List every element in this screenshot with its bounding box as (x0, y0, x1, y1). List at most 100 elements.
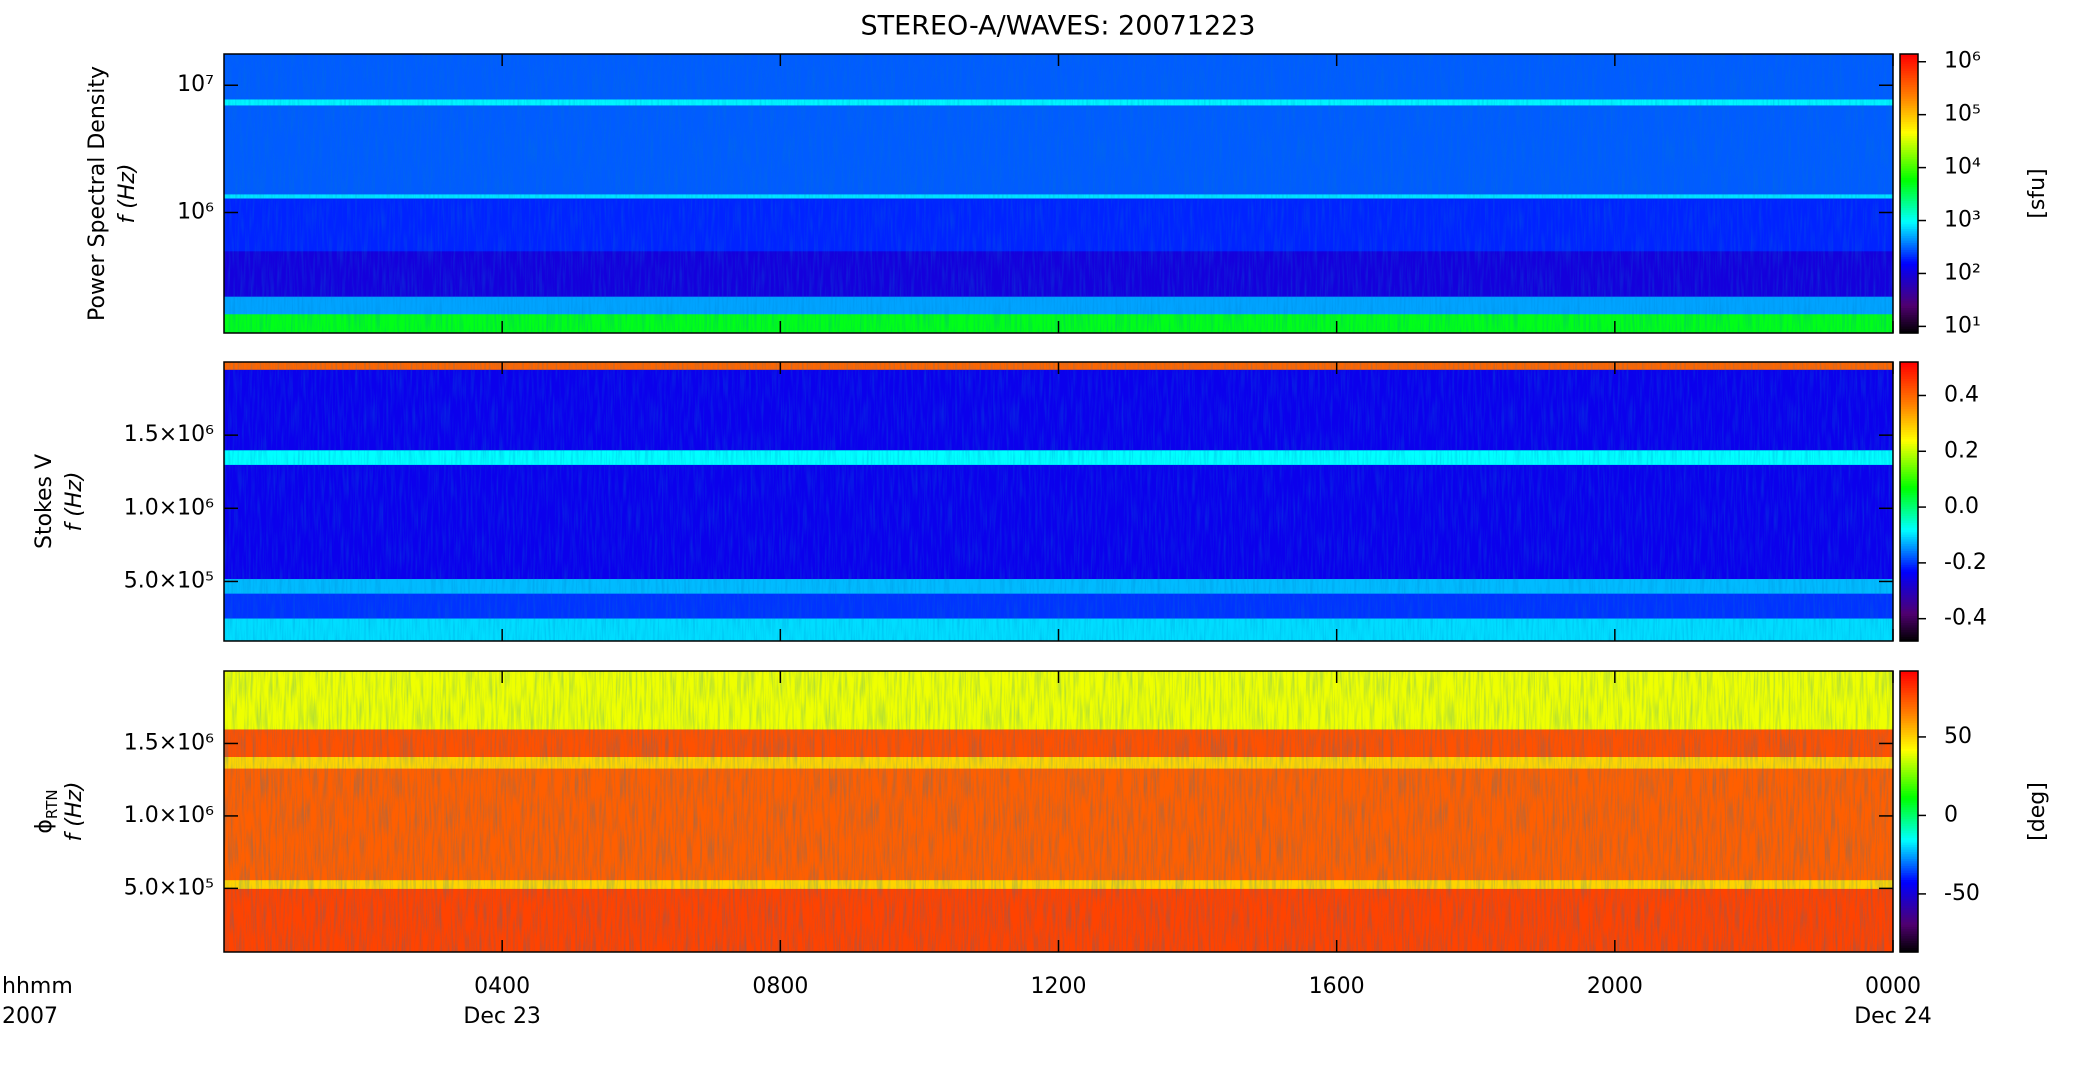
colorbar-cell (1900, 170, 1918, 174)
colorbar-cell (1900, 298, 1918, 302)
colorbar-cell (1900, 617, 1918, 621)
colorbar-cell (1900, 54, 1918, 57)
colorbar-cell (1900, 858, 1918, 862)
colorbar-cell (1900, 221, 1918, 225)
colorbar-cell (1900, 295, 1918, 299)
colorbar-cell (1900, 242, 1918, 246)
colorbar-cell (1900, 503, 1918, 507)
colorbar-cell (1900, 738, 1918, 742)
colorbar-cell (1900, 673, 1918, 677)
x-tick-label: 2000 (1587, 974, 1643, 999)
colorbar-cell (1900, 177, 1918, 181)
colorbar-cell (1900, 380, 1918, 384)
colorbar-cell (1900, 112, 1918, 116)
colorbar-cell (1900, 891, 1918, 895)
colorbar-cell (1900, 209, 1918, 213)
colorbar-cell (1900, 575, 1918, 579)
colorbar-cell (1900, 678, 1918, 681)
colorbar-cell (1900, 748, 1918, 752)
colorbar-cell (1900, 219, 1918, 222)
colorbar-cell (1900, 578, 1918, 582)
colorbar-cell (1900, 568, 1918, 572)
colorbar-cell (1900, 699, 1918, 703)
colorbar-cell (1900, 837, 1918, 841)
y-tick-label: 10⁷ (177, 72, 214, 97)
colorbar-cell (1900, 926, 1918, 930)
colorbar-cell (1900, 373, 1918, 377)
colorbar-cell (1900, 680, 1918, 684)
colorbar-cell (1900, 727, 1918, 731)
colorbar-cell (1900, 629, 1918, 633)
colorbar-cell (1900, 703, 1918, 707)
colorbar-cell (1900, 573, 1918, 577)
colorbar-cell (1900, 319, 1918, 322)
colorbar-cell (1900, 717, 1918, 721)
y-axis-label-unit: f (Hz) (62, 782, 87, 842)
colorbar-cell (1900, 752, 1918, 756)
colorbar-cell (1900, 323, 1918, 327)
colorbar-tick-label: 0.4 (1944, 382, 1979, 407)
colorbar-cell (1900, 452, 1918, 456)
colorbar-cell (1900, 769, 1918, 773)
colorbar-cell (1900, 88, 1918, 92)
x-tick-label: 1600 (1309, 974, 1365, 999)
colorbar-cell (1900, 100, 1918, 104)
colorbar-cell (1900, 788, 1918, 792)
colorbar-cell (1900, 912, 1918, 916)
colorbar-cell (1900, 865, 1918, 869)
colorbar-cell (1900, 448, 1918, 451)
colorbar-cell (1900, 933, 1918, 937)
colorbar-cell (1900, 589, 1918, 593)
colorbar-cell (1900, 783, 1918, 787)
y-tick-label: 5.0×10⁵ (124, 875, 214, 900)
colorbar-cell (1900, 401, 1918, 405)
colorbar-cell (1900, 258, 1918, 262)
colorbar-cell (1900, 557, 1918, 561)
colorbar-cell (1900, 128, 1918, 132)
colorbar-cell (1900, 427, 1918, 431)
y-axis-label: ϕRTN (32, 789, 61, 833)
colorbar-cell (1900, 804, 1918, 808)
colorbar-cell (1900, 212, 1918, 216)
colorbar-cell (1900, 286, 1918, 290)
colorbar-cell (1900, 851, 1918, 855)
colorbar-cell (1900, 436, 1918, 440)
colorbar-cell (1900, 466, 1918, 470)
colorbar-cell (1900, 251, 1918, 255)
colorbar-cell (1900, 207, 1918, 211)
colorbar-cell (1900, 202, 1918, 206)
colorbar-cell (1900, 513, 1918, 517)
colorbar-cell (1900, 228, 1918, 232)
y-axis-label-main: ϕ (32, 819, 57, 834)
colorbar-cell (1900, 587, 1918, 591)
colorbar-cell (1900, 759, 1918, 763)
colorbar-tick-label: 10³ (1944, 208, 1981, 233)
colorbar-cell (1900, 937, 1918, 941)
colorbar-cell (1900, 387, 1918, 391)
colorbar-cell (1900, 895, 1918, 899)
colorbar-cell (1900, 272, 1918, 276)
colorbar-cell (1900, 564, 1918, 568)
colorbar-cell (1900, 438, 1918, 442)
colorbar-cell (1900, 130, 1918, 134)
colorbar-cell (1900, 230, 1918, 234)
colorbar-cell (1900, 389, 1918, 393)
colorbar-frame (1899, 53, 1919, 334)
x-date-label: Dec 24 (1854, 1004, 1932, 1029)
colorbar-cell (1900, 408, 1918, 412)
colorbar-cell (1900, 330, 1918, 334)
heatmap (224, 671, 1893, 952)
colorbar-cell (1900, 601, 1918, 605)
colorbar-cell (1900, 165, 1918, 169)
colorbar-cell (1900, 174, 1918, 178)
x-tick-label: 0000 (1865, 974, 1921, 999)
colorbar-cell (1900, 119, 1918, 123)
colorbar-cell (1900, 671, 1918, 674)
colorbar-cell (1900, 907, 1918, 911)
colorbar-cell (1900, 417, 1918, 421)
colorbar-cell (1900, 371, 1918, 375)
colorbar-cell (1900, 615, 1918, 619)
colorbar-cell (1900, 750, 1918, 754)
colorbar-cell (1900, 77, 1918, 81)
colorbar-cell (1900, 312, 1918, 315)
